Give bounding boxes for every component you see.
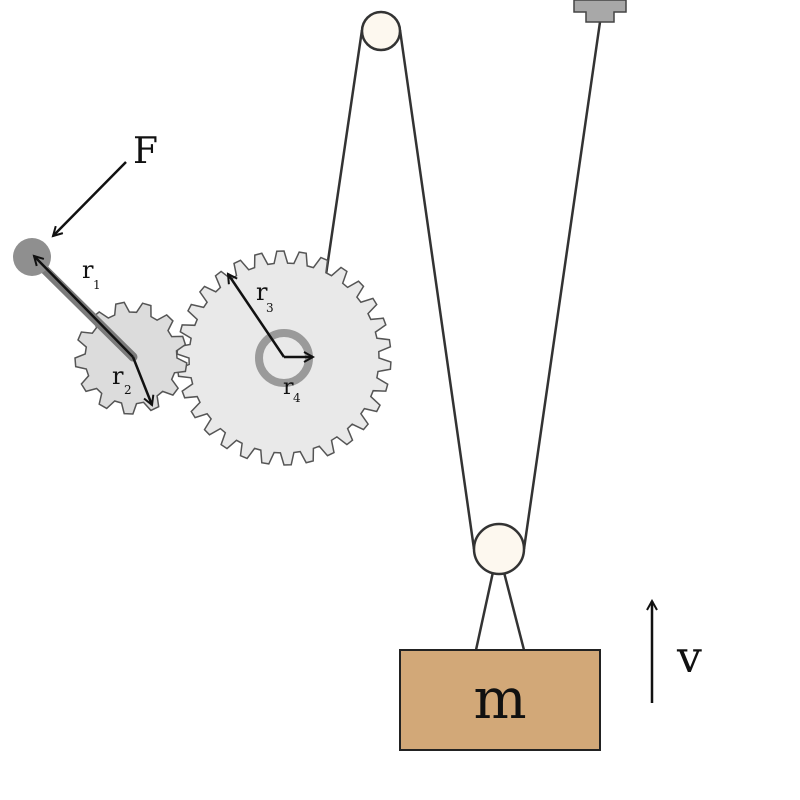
force-arrow [53, 161, 127, 236]
r4-subscript: 4 [293, 391, 301, 405]
crank-handle [13, 238, 51, 276]
r4-label: r [283, 375, 294, 400]
r3-subscript: 3 [266, 301, 274, 315]
r2-arrow [131, 356, 152, 405]
top-pulley [360, 10, 402, 52]
r3-label: r [256, 278, 268, 306]
ceiling-anchor [573, 0, 627, 23]
force-label: F [133, 131, 158, 172]
r1-subscript: 1 [93, 278, 101, 292]
r1-arrow [34, 256, 134, 358]
r2-label: r [112, 362, 124, 390]
bottom-pulley [472, 522, 526, 576]
r3-arrow [228, 274, 286, 358]
velocity-label: v [676, 632, 702, 683]
r1-label: r [82, 256, 94, 284]
mass-label: m [473, 667, 526, 732]
r2-subscript: 2 [124, 383, 132, 397]
rope-bottom-pulley-to-ceiling [522, 21, 602, 550]
mass-block [399, 649, 601, 751]
rope-top-pulley-to-bottom-pulley [398, 29, 476, 550]
